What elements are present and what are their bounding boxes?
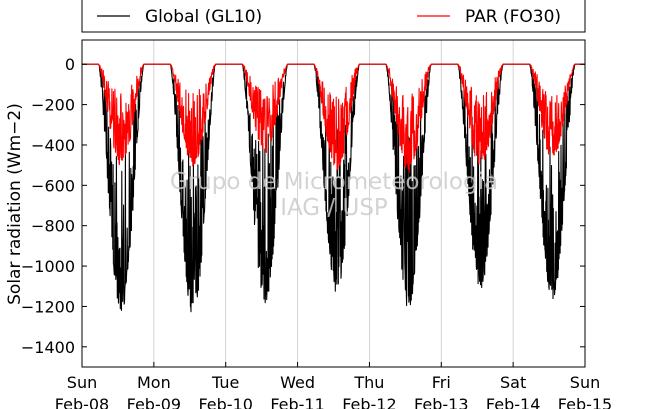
legend-box <box>81 0 586 33</box>
y-tick-label-4: −800 <box>31 217 75 236</box>
y-axis-label: Solar radiation (Wm−2) <box>5 103 25 305</box>
series-lines <box>81 63 586 313</box>
x-tick-day-7: Sun <box>570 373 600 392</box>
watermark: Grupo de Micrometeorologia IAG / USP <box>170 169 498 221</box>
y-tick-label-5: −1000 <box>21 257 75 276</box>
watermark-line-1: Grupo de Micrometeorologia <box>170 169 498 195</box>
x-tick-date-6: Feb-14 <box>486 395 540 409</box>
x-tick-day-3: Wed <box>280 373 315 392</box>
x-tick-date-3: Feb-11 <box>270 395 324 409</box>
watermark-line-2: IAG / USP <box>280 195 388 221</box>
x-tick-date-1: Feb-09 <box>127 395 181 409</box>
x-tick-day-0: Sun <box>67 373 97 392</box>
x-tick-date-2: Feb-10 <box>198 395 252 409</box>
x-tick-date-7: Feb-15 <box>558 395 612 409</box>
vertical-gridlines <box>153 40 514 367</box>
x-tick-day-1: Mon <box>137 373 171 392</box>
x-tick-date-5: Feb-13 <box>414 395 468 409</box>
x-tick-day-6: Sat <box>500 373 526 392</box>
series-line-par <box>81 63 586 174</box>
y-tick-label-1: −200 <box>31 96 75 115</box>
y-tick-label-0: 0 <box>65 55 75 74</box>
y-tick-label-3: −600 <box>31 176 75 195</box>
x-tick-day-5: Fri <box>432 373 451 392</box>
axes: Sun Feb-08 Mon Feb-09 Tue Feb-10 Wed Feb-11 Thu F… <box>21 55 612 409</box>
y-tick-label-7: −1400 <box>21 338 75 357</box>
x-tick-day-2: Tue <box>211 373 239 392</box>
y-tick-label-2: −400 <box>31 136 75 155</box>
x-tick-date-4: Feb-12 <box>342 395 396 409</box>
y-tick-label-6: −1200 <box>21 297 75 316</box>
x-tick-day-4: Thu <box>353 373 384 392</box>
legend-label-par: PAR (FO30) <box>465 7 561 27</box>
legend: Global (GL10) PAR (FO30) <box>81 0 586 33</box>
x-tick-date-0: Feb-08 <box>55 395 109 409</box>
legend-label-global: Global (GL10) <box>145 7 262 27</box>
plot-area-frame <box>81 39 586 368</box>
